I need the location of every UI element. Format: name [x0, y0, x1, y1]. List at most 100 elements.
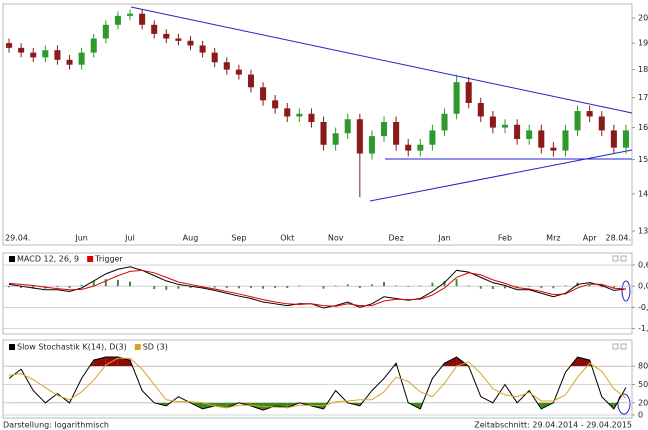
oversold-fill	[396, 402, 409, 403]
oversold-fill	[371, 402, 385, 403]
overbought-fill	[214, 366, 227, 367]
overbought-fill	[529, 366, 542, 367]
oversold-fill	[105, 402, 118, 403]
candle-body	[126, 13, 134, 16]
overbought-fill	[166, 366, 179, 367]
candle-body	[42, 50, 49, 58]
oversold-fill	[250, 402, 264, 411]
legend-label: Slow Stochastik K(14), D(3)	[17, 343, 127, 352]
oversold-fill	[57, 402, 70, 403]
overbought-fill	[57, 366, 70, 367]
overbought-fill	[250, 366, 264, 367]
x-tick-label: 29.04.	[5, 234, 30, 243]
candle-body	[260, 87, 267, 101]
oversold-fill	[93, 402, 106, 403]
panel-icons	[612, 255, 627, 350]
candle-body	[429, 130, 436, 145]
candle-body	[562, 130, 569, 151]
y-tick-label: 15.4	[638, 155, 648, 164]
overbought-fill	[553, 366, 566, 367]
overbought-fill	[45, 366, 58, 367]
x-tick-label: Dez	[388, 234, 403, 243]
legend-swatch	[9, 256, 15, 262]
series-line	[9, 269, 626, 307]
overbought-fill	[468, 366, 481, 367]
candle-body	[247, 74, 254, 88]
overbought-fill	[384, 363, 397, 367]
candle-body	[308, 113, 315, 123]
candle-body	[417, 144, 424, 151]
candle-body	[102, 24, 109, 39]
trend-lines	[130, 6, 633, 415]
candle-body	[66, 59, 73, 65]
overbought-fill	[541, 366, 554, 367]
candle-body	[187, 40, 194, 46]
candle-body	[598, 116, 605, 131]
y-tick-label: -0,6	[638, 303, 648, 312]
candle-body	[211, 52, 218, 63]
legend-swatch	[134, 344, 141, 350]
candle-body	[18, 47, 25, 53]
candle-body	[90, 38, 97, 53]
overbought-fill	[93, 357, 106, 367]
x-tick-label: Jan	[437, 234, 450, 243]
oversold-fill	[420, 402, 433, 409]
y-tick-label: 80	[638, 362, 648, 371]
overbought-fill	[480, 366, 493, 367]
candle-body	[610, 130, 617, 148]
oversold-fill	[202, 402, 215, 409]
oversold-fill	[480, 402, 493, 403]
candle-body	[332, 133, 339, 145]
candle-body	[114, 15, 121, 25]
overbought-fill	[589, 360, 602, 367]
overbought-fill	[202, 366, 215, 367]
overbought-fill	[142, 366, 155, 367]
oversold-fill	[492, 402, 505, 403]
overbought-fill	[33, 366, 46, 367]
candle-body	[477, 102, 484, 117]
candle-body	[441, 113, 448, 131]
series-line	[8, 357, 627, 409]
oversold-fill	[456, 402, 469, 403]
x-tick-label: 28.04.	[606, 234, 631, 243]
y-tick-label: 19.8	[638, 39, 648, 48]
candle-body	[550, 147, 557, 151]
candle-body	[54, 50, 61, 60]
overbought-fill	[408, 366, 421, 367]
overbought-fill	[517, 366, 530, 367]
candle-body	[514, 124, 521, 139]
overbought-fill	[287, 366, 300, 367]
x-tick-label: Jun	[74, 234, 88, 243]
oversold-fill	[21, 402, 34, 403]
overbought-fill	[190, 366, 203, 367]
y-tick-label: 20	[638, 398, 648, 407]
oversold-fill	[142, 402, 155, 403]
overbought-fill	[359, 366, 372, 367]
legend-swatch	[9, 344, 15, 350]
overbought-fill	[565, 357, 578, 367]
overbought-fill	[347, 366, 360, 367]
overbought-fill	[9, 366, 22, 367]
candle-body	[501, 124, 509, 128]
x-tick-label: Feb	[498, 234, 512, 243]
legend-label: SD (3)	[143, 343, 168, 352]
x-tick-label: Apr	[583, 234, 598, 243]
candle-body	[453, 82, 460, 114]
candle-body	[296, 113, 303, 117]
candle-body	[320, 122, 327, 145]
candle-body	[393, 122, 400, 145]
overbought-fill	[492, 366, 505, 367]
overbought-fill	[69, 366, 82, 367]
oversold-fill	[33, 402, 46, 403]
oversold-fill	[517, 402, 530, 403]
candle-body	[344, 119, 351, 134]
overbought-fill	[154, 366, 167, 367]
x-tick-label: Aug	[183, 234, 199, 243]
y-tick-label: 18.7	[638, 65, 648, 74]
oversold-fill	[613, 402, 626, 409]
overbought-fill	[130, 360, 143, 367]
candle-body	[368, 136, 375, 154]
price-frame	[2, 3, 633, 246]
overbought-fill	[226, 366, 239, 367]
